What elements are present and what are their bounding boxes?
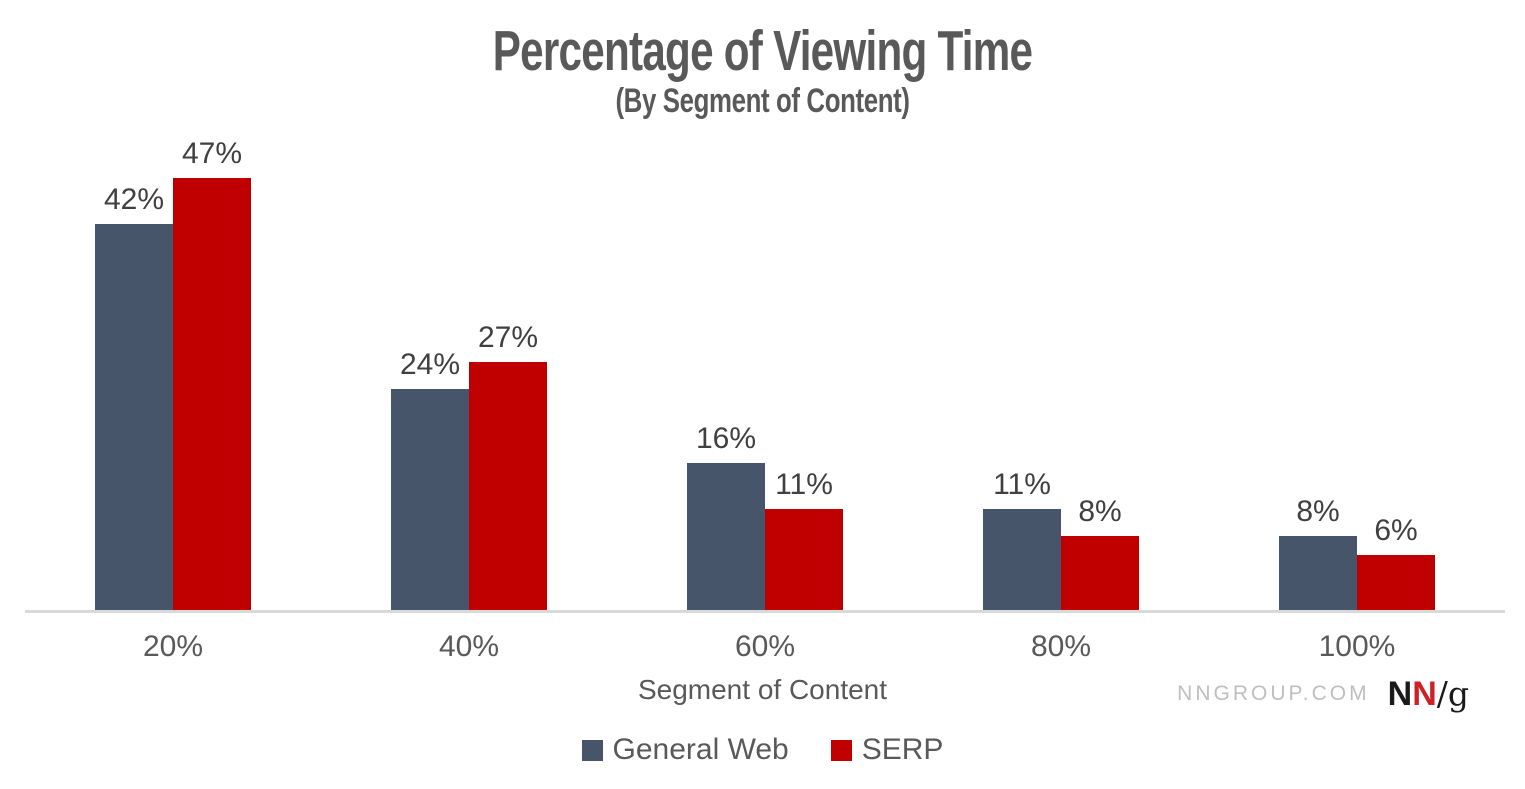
- bar-value-label: 27%: [477, 321, 539, 354]
- x-tick-label: 60%: [734, 630, 796, 663]
- nng-logo: NN/g: [1388, 674, 1469, 714]
- bar-value-label: 47%: [181, 137, 243, 170]
- legend-item-serp: SERP: [830, 733, 944, 767]
- x-axis-line: [25, 610, 1505, 613]
- legend-item-general-web: General Web: [581, 733, 789, 767]
- bar-value-label: 6%: [1374, 514, 1418, 547]
- bar-serp: 47%: [173, 137, 251, 610]
- legend-label: SERP: [861, 733, 944, 766]
- legend-swatch: [581, 739, 603, 761]
- title-block: Percentage of Viewing Time (By Segment o…: [0, 19, 1525, 120]
- bar-value-label: 24%: [399, 348, 461, 381]
- chart-subtitle: (By Segment of Content): [615, 81, 910, 120]
- bar-value-label: 42%: [103, 183, 165, 216]
- x-axis-title: Segment of Content: [637, 674, 888, 705]
- x-tick-label: 20%: [142, 630, 204, 663]
- bar-serp: 6%: [1357, 514, 1435, 610]
- x-tick-label: 80%: [1030, 630, 1092, 663]
- x-tick-label: 100%: [1318, 630, 1396, 663]
- nng-logo-slash-g: /g: [1436, 674, 1469, 713]
- bar-general-web: 42%: [95, 183, 173, 610]
- bar-value-label: 16%: [695, 422, 757, 455]
- bar-value-label: 11%: [993, 468, 1051, 501]
- bar-value-label: 11%: [775, 468, 833, 501]
- chart-title: Percentage of Viewing Time: [492, 19, 1033, 83]
- nng-logo-n1: N: [1387, 675, 1413, 713]
- bar-general-web: 16%: [687, 422, 765, 610]
- bar-group-40%: 24% 27%: [321, 150, 617, 610]
- bar-general-web: 24%: [391, 348, 469, 610]
- bar-general-web: 11%: [983, 468, 1061, 610]
- bar-serp: 27%: [469, 321, 547, 610]
- legend: General Web SERP: [0, 733, 1525, 767]
- bar-serp: 11%: [765, 468, 843, 610]
- bar-groups: 42% 47% 24% 27% 16% 11% 11% 8% 8% 6%: [25, 137, 1505, 610]
- bar-value-label: 8%: [1078, 495, 1122, 528]
- x-axis-tick-labels: 20% 40% 60% 80% 100%: [25, 630, 1505, 664]
- bar-group-80%: 11% 8%: [913, 150, 1209, 610]
- bar-group-100%: 8% 6%: [1209, 150, 1505, 610]
- x-tick-label: 40%: [438, 630, 500, 663]
- legend-swatch: [830, 739, 852, 761]
- bar-group-20%: 42% 47%: [25, 137, 321, 610]
- bar-general-web: 8%: [1279, 495, 1357, 610]
- brand-site-url: NNGROUP.COM: [1177, 682, 1370, 705]
- branding: NNGROUP.COM NN/g: [1177, 674, 1469, 714]
- bar-serp: 8%: [1061, 495, 1139, 610]
- legend-label: General Web: [612, 733, 789, 766]
- bar-value-label: 8%: [1296, 495, 1340, 528]
- bar-group-60%: 16% 11%: [617, 150, 913, 610]
- nng-logo-n2: N: [1412, 675, 1437, 713]
